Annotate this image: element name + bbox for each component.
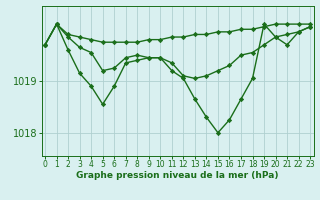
X-axis label: Graphe pression niveau de la mer (hPa): Graphe pression niveau de la mer (hPa) bbox=[76, 171, 279, 180]
